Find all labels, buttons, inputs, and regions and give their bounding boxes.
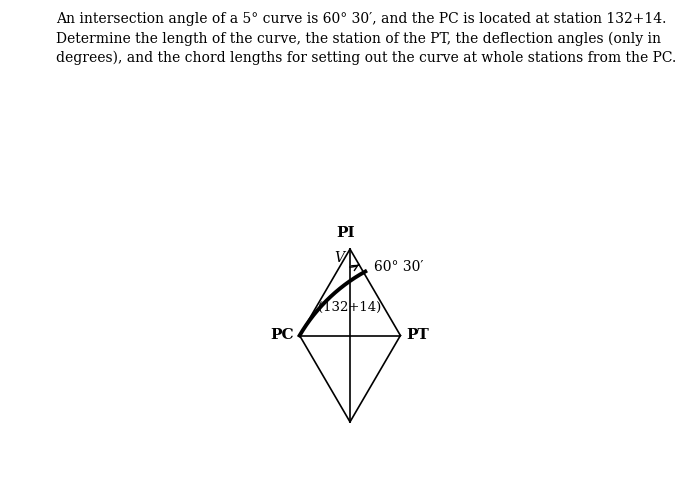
- Text: PI: PI: [337, 226, 356, 240]
- Text: degrees), and the chord lengths for setting out the curve at whole stations from: degrees), and the chord lengths for sett…: [56, 51, 676, 65]
- Text: V: V: [334, 251, 344, 265]
- Text: An intersection angle of a 5° curve is 60° 30′, and the PC is located at station: An intersection angle of a 5° curve is 6…: [56, 12, 666, 26]
- Text: PT: PT: [407, 328, 429, 342]
- Text: Determine the length of the curve, the station of the PT, the deflection angles : Determine the length of the curve, the s…: [56, 31, 661, 46]
- Text: PC: PC: [270, 328, 293, 342]
- Text: 60° 30′: 60° 30′: [374, 260, 424, 274]
- Text: (132+14): (132+14): [318, 301, 381, 314]
